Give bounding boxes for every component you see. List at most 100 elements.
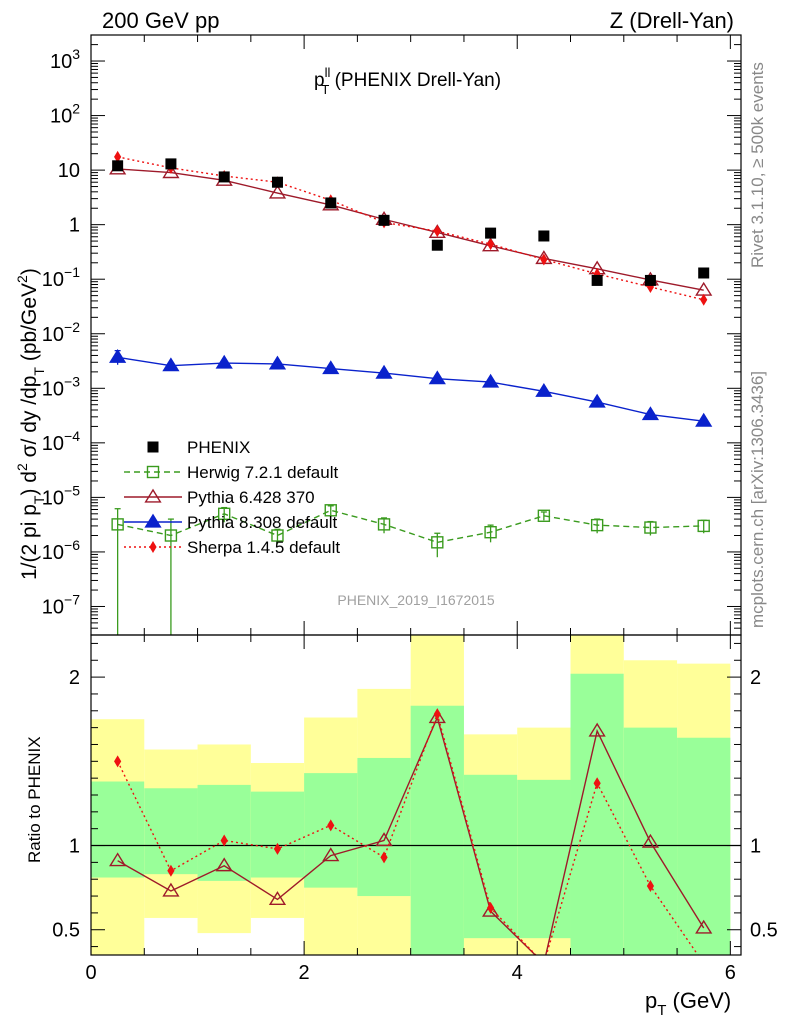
pythia-8-308-default-point (535, 382, 553, 397)
ratio-sherpa-1-4-5-default-point (273, 842, 282, 855)
green-band-bin (410, 705, 464, 955)
pythia-6-428-370-point (481, 237, 500, 252)
phenix-point (698, 267, 710, 279)
herwig-7-2-1-default-line (117, 509, 704, 544)
series-pythia-8-308-default (109, 348, 713, 427)
main-y-tick-label: 10−1 (42, 264, 80, 291)
sherpa-1-4-5-default-point (486, 238, 495, 251)
pythia-8-308-default-point (428, 370, 446, 385)
pythia-6-428-370-line (117, 168, 704, 291)
ratio-pythia-6-428-370-point (695, 919, 713, 934)
legend-marker-phenix (147, 441, 159, 453)
ratio-sherpa-1-4-5-default-line (117, 711, 699, 955)
ratio-sherpa-1-4-5-default-point (486, 901, 495, 914)
ratio-series-sherpa-1-4-5-default (114, 708, 699, 955)
green-band-bin (250, 791, 305, 878)
sherpa-1-4-5-default-point (540, 253, 548, 266)
phenix-point (325, 197, 337, 209)
series-herwig-7-2-1-default (111, 504, 710, 635)
rivet-version-label: Rivet 3.1.10, ≥ 500k events (748, 62, 767, 268)
ratio-panel-axes: 0.5 0.5 1 1 2 2 0 2 4 6 (52, 634, 778, 984)
pythia-8-308-default-point (588, 393, 606, 408)
header-left: 200 GeV pp (102, 8, 219, 33)
ratio-sherpa-1-4-5-default-point (220, 834, 228, 847)
pythia-6-428-370-point (428, 224, 446, 239)
analysis-watermark: PHENIX_2019_I1672015 (337, 592, 494, 608)
legend-marker-pythia-6-428-370 (144, 488, 162, 503)
sherpa-1-4-5-default-point (114, 150, 122, 163)
pythia-8-308-default-point (322, 360, 340, 375)
pythia-8-308-default-point (481, 373, 500, 388)
ratio-sherpa-1-4-5-default-point (327, 819, 335, 832)
ratio-pythia-6-428-370-line (117, 715, 705, 955)
phenix-point (165, 158, 177, 170)
ratio-pythia-6-428-370-point (322, 847, 340, 862)
phenix-point (112, 160, 124, 172)
ratio-y-tick-label-right: 1 (750, 836, 761, 858)
ratio-y-axis-label: Ratio to PHENIX (25, 736, 44, 863)
herwig-7-2-1-default-point (164, 529, 178, 542)
main-y-tick-label: 1 (69, 215, 80, 237)
herwig-7-2-1-default-point (484, 526, 497, 539)
header-right: Z (Drell-Yan) (610, 8, 734, 33)
pythia-8-308-default-point (268, 355, 287, 370)
ratio-sherpa-1-4-5-default-point (380, 851, 388, 864)
ratio-pythia-6-428-370-point (481, 902, 500, 917)
main-y-tick-label: 10 (58, 160, 80, 182)
pythia-8-308-default-line (117, 356, 704, 422)
x-tick-label: 0 (85, 962, 96, 984)
phenix-point (644, 274, 656, 286)
herwig-7-2-1-default-point (537, 509, 551, 522)
pythia-8-308-default-point (375, 364, 393, 379)
green-band-bin (144, 788, 198, 875)
sherpa-1-4-5-default-point (700, 293, 708, 306)
x-tick-label: 6 (725, 962, 736, 984)
phenix-point (538, 230, 550, 242)
herwig-7-2-1-default-point (697, 519, 710, 533)
herwig-7-2-1-default-point (590, 518, 604, 532)
ratio-series-pythia-6-428-370 (109, 709, 713, 955)
phenix-point (218, 171, 230, 183)
ratio-panel-data (91, 708, 741, 955)
main-y-tick-label: 10−7 (42, 591, 80, 618)
ratio-pythia-6-428-370-point (428, 709, 446, 724)
herwig-7-2-1-default-point (271, 529, 284, 542)
main-title: pll T (PHENIX Drell-Yan) (314, 65, 501, 97)
mcplots-label: mcplots.cern.ch [arXiv:1306.3436] (748, 371, 767, 628)
ratio-pythia-6-428-370-point (109, 852, 127, 867)
ratio-sherpa-1-4-5-default-point (593, 777, 601, 790)
herwig-7-2-1-default-point (111, 518, 124, 531)
series-phenix (112, 158, 710, 286)
pythia-8-308-default-point (162, 357, 180, 372)
main-y-tick-label: 10−6 (42, 537, 80, 564)
legend-entry-pythia-8-308-default: Pythia 8.308 default (124, 513, 338, 532)
sherpa-1-4-5-default-point (433, 225, 441, 238)
ratio-sherpa-1-4-5-default-point (646, 879, 655, 892)
green-band-bin (570, 673, 624, 955)
legend-marker-pythia-8-308-default (144, 513, 162, 528)
phenix-point (431, 239, 443, 251)
ratio-uncertainty-bands (91, 635, 731, 955)
legend-entry-sherpa-1-4-5-default: Sherpa 1.4.5 default (124, 538, 340, 557)
legend-label-pythia-8-308-default: Pythia 8.308 default (187, 513, 338, 532)
green-band-bin (677, 737, 731, 955)
ratio-pythia-6-428-370-point (375, 832, 393, 847)
ratio-sherpa-1-4-5-default-point (167, 864, 175, 877)
ratio-pythia-6-428-370-point (268, 891, 287, 906)
ratio-y-tick-label: 0.5 (52, 920, 80, 942)
phenix-point (485, 227, 497, 239)
pythia-8-308-default-point (109, 348, 127, 363)
legend-label-herwig-7-2-1-default: Herwig 7.2.1 default (187, 463, 338, 482)
pythia-8-308-default-point (695, 412, 713, 427)
main-y-tick-label: 10−4 (42, 428, 80, 455)
pythia-8-308-default-point (215, 354, 233, 369)
phenix-point (271, 176, 283, 188)
main-y-tick-label: 10−2 (42, 319, 80, 346)
legend-entry-herwig-7-2-1-default: Herwig 7.2.1 default (124, 463, 338, 482)
main-panel-axes: 10−7 10−6 10−5 10−4 10−3 10−2 10−1 1 10 102 103 (42, 34, 742, 636)
herwig-7-2-1-default-point (644, 521, 657, 534)
main-y-tick-label: 102 (50, 101, 80, 128)
legend-label-phenix: PHENIX (187, 438, 250, 457)
green-band-bin (357, 757, 411, 897)
